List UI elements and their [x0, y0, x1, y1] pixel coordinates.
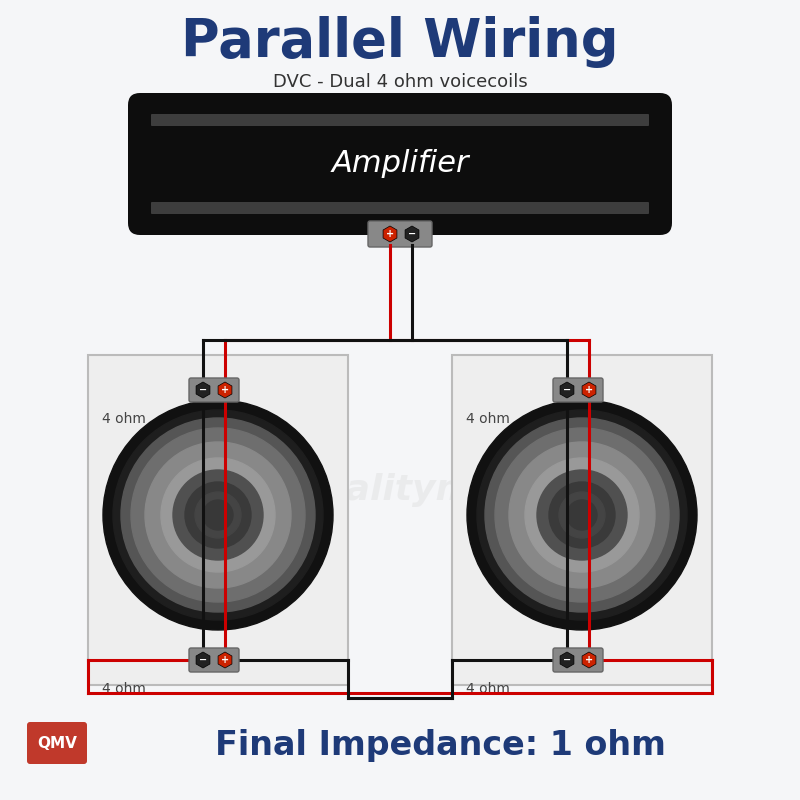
- Text: −: −: [199, 655, 207, 665]
- Circle shape: [185, 482, 251, 548]
- Text: +: +: [386, 229, 394, 239]
- Circle shape: [113, 410, 323, 620]
- Circle shape: [161, 458, 275, 572]
- Circle shape: [203, 500, 233, 530]
- Text: qualitymobilevideo: qualitymobilevideo: [295, 473, 685, 507]
- Circle shape: [195, 492, 241, 538]
- Text: +: +: [221, 655, 229, 665]
- Text: −: −: [563, 655, 571, 665]
- Circle shape: [509, 442, 655, 588]
- Polygon shape: [582, 652, 596, 668]
- FancyBboxPatch shape: [189, 648, 239, 672]
- FancyBboxPatch shape: [151, 114, 649, 126]
- Circle shape: [477, 410, 687, 620]
- Polygon shape: [196, 382, 210, 398]
- FancyBboxPatch shape: [27, 722, 87, 764]
- Polygon shape: [196, 652, 210, 668]
- Polygon shape: [405, 226, 419, 242]
- Circle shape: [173, 470, 263, 560]
- Circle shape: [121, 418, 315, 612]
- Text: −: −: [408, 229, 416, 239]
- Polygon shape: [218, 382, 232, 398]
- Text: 4 ohm: 4 ohm: [466, 412, 510, 426]
- Polygon shape: [218, 652, 232, 668]
- Text: +: +: [221, 385, 229, 395]
- Text: +: +: [585, 385, 593, 395]
- Text: DVC - Dual 4 ohm voicecoils: DVC - Dual 4 ohm voicecoils: [273, 73, 527, 91]
- Text: −: −: [199, 385, 207, 395]
- Circle shape: [495, 428, 669, 602]
- Circle shape: [559, 492, 605, 538]
- Text: Amplifier: Amplifier: [331, 150, 469, 178]
- Bar: [452, 355, 712, 685]
- Text: 4 ohm: 4 ohm: [466, 682, 510, 696]
- Polygon shape: [560, 652, 574, 668]
- FancyBboxPatch shape: [189, 378, 239, 402]
- Text: Parallel Wiring: Parallel Wiring: [182, 16, 618, 68]
- Bar: [88, 355, 348, 685]
- Circle shape: [537, 470, 627, 560]
- Text: +: +: [585, 655, 593, 665]
- Circle shape: [145, 442, 291, 588]
- Text: 4 ohm: 4 ohm: [102, 682, 146, 696]
- Circle shape: [525, 458, 639, 572]
- FancyBboxPatch shape: [553, 648, 603, 672]
- Circle shape: [549, 482, 615, 548]
- Circle shape: [467, 400, 697, 630]
- Text: 4 ohm: 4 ohm: [102, 412, 146, 426]
- FancyBboxPatch shape: [368, 221, 432, 247]
- Circle shape: [103, 400, 333, 630]
- Text: QMV: QMV: [37, 735, 77, 750]
- Text: −: −: [563, 385, 571, 395]
- FancyBboxPatch shape: [151, 202, 649, 214]
- Polygon shape: [383, 226, 397, 242]
- Polygon shape: [582, 382, 596, 398]
- FancyBboxPatch shape: [128, 93, 672, 235]
- Circle shape: [485, 418, 679, 612]
- FancyBboxPatch shape: [553, 378, 603, 402]
- Circle shape: [131, 428, 305, 602]
- Polygon shape: [560, 382, 574, 398]
- Circle shape: [567, 500, 597, 530]
- Text: Final Impedance: 1 ohm: Final Impedance: 1 ohm: [214, 729, 666, 762]
